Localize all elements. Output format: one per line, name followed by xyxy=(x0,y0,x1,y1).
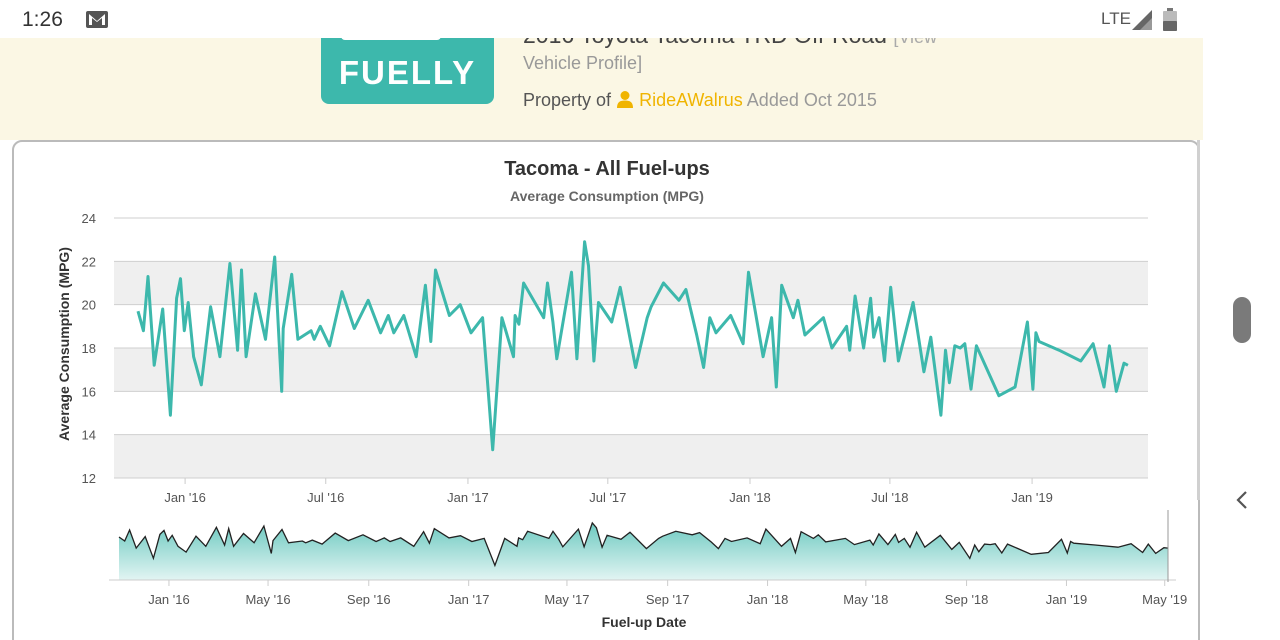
y-tick-label: 12 xyxy=(82,471,96,486)
navigator-tick-label: May '18 xyxy=(843,592,888,607)
status-bar: 1:26 LTE xyxy=(0,0,1203,38)
x-tick-label: Jan '18 xyxy=(729,490,771,505)
navigator-tick-label: Jan '19 xyxy=(1046,592,1088,607)
x-tick-label: Jan '17 xyxy=(447,490,489,505)
chevron-left-icon[interactable] xyxy=(1235,490,1249,510)
x-tick-label: Jan '19 xyxy=(1011,490,1053,505)
navigator-area xyxy=(119,522,1168,580)
vehicle-name: 2016 Toyota Tacoma TRD Off-Road xyxy=(523,38,887,48)
vehicle-header: FUELLY 2016 Toyota Tacoma TRD Off-Road [… xyxy=(0,38,1203,140)
x-tick-label: Jan '16 xyxy=(164,490,206,505)
owner-line: Property of RideAWalrus Added Oct 2015 xyxy=(523,90,877,111)
page-scroll-edge xyxy=(1197,140,1200,500)
x-tick-label: Jul '17 xyxy=(589,490,626,505)
vehicle-title: 2016 Toyota Tacoma TRD Off-Road [View xyxy=(523,38,937,49)
plot-band xyxy=(114,261,1148,305)
fuel-chart[interactable]: Tacoma - All Fuel-ups Average Consumptio… xyxy=(14,142,1198,640)
chart-title: Tacoma - All Fuel-ups xyxy=(504,158,710,180)
plot-band xyxy=(114,434,1148,478)
y-tick-label: 16 xyxy=(82,384,96,399)
navigator-tick-label: Sep '17 xyxy=(646,592,690,607)
network-type: LTE xyxy=(1101,9,1131,28)
status-time: 1:26 xyxy=(22,8,63,31)
y-tick-label: 18 xyxy=(82,341,96,356)
chart-subtitle: Average Consumption (MPG) xyxy=(510,188,704,204)
y-tick-label: 20 xyxy=(82,298,96,313)
side-panel xyxy=(1203,0,1280,640)
x-axis-label: Fuel-up Date xyxy=(602,614,687,630)
navigator-tick-label: Jan '16 xyxy=(148,592,190,607)
signal-icon xyxy=(1132,10,1152,30)
chart-card: Tacoma - All Fuel-ups Average Consumptio… xyxy=(12,140,1200,640)
logo-notch xyxy=(341,38,441,40)
y-tick-label: 24 xyxy=(82,211,96,226)
navigator-tick-label: Jan '17 xyxy=(448,592,490,607)
view-profile-link-part1[interactable]: [View xyxy=(893,38,937,47)
added-date: Added Oct 2015 xyxy=(746,90,877,110)
user-icon xyxy=(617,91,634,108)
navigator-tick-label: Sep '18 xyxy=(945,592,989,607)
navigator-tick-label: May '19 xyxy=(1142,592,1187,607)
x-tick-label: Jul '18 xyxy=(871,490,908,505)
gmail-icon xyxy=(86,11,108,28)
logo-text: FUELLY xyxy=(338,54,477,91)
view-profile-link[interactable]: Vehicle Profile] xyxy=(523,53,643,73)
navigator-tick-label: Sep '16 xyxy=(347,592,391,607)
navigator-tick-label: May '17 xyxy=(544,592,589,607)
property-of-label: Property of xyxy=(523,90,612,110)
navigator-tick-label: Jan '18 xyxy=(747,592,789,607)
battery-icon xyxy=(1163,8,1177,31)
y-axis-label: Average Consumption (MPG) xyxy=(56,247,72,441)
page-content: FUELLY 2016 Toyota Tacoma TRD Off-Road [… xyxy=(0,38,1203,640)
y-tick-label: 22 xyxy=(82,254,96,269)
navigator-tick-label: May '16 xyxy=(245,592,290,607)
fuelly-logo[interactable]: FUELLY xyxy=(321,38,494,104)
owner-username-link[interactable]: RideAWalrus xyxy=(639,90,743,110)
y-tick-label: 14 xyxy=(82,428,96,443)
x-tick-label: Jul '16 xyxy=(307,490,344,505)
scrollbar-thumb[interactable] xyxy=(1233,297,1251,343)
navigator-line xyxy=(118,521,1169,568)
